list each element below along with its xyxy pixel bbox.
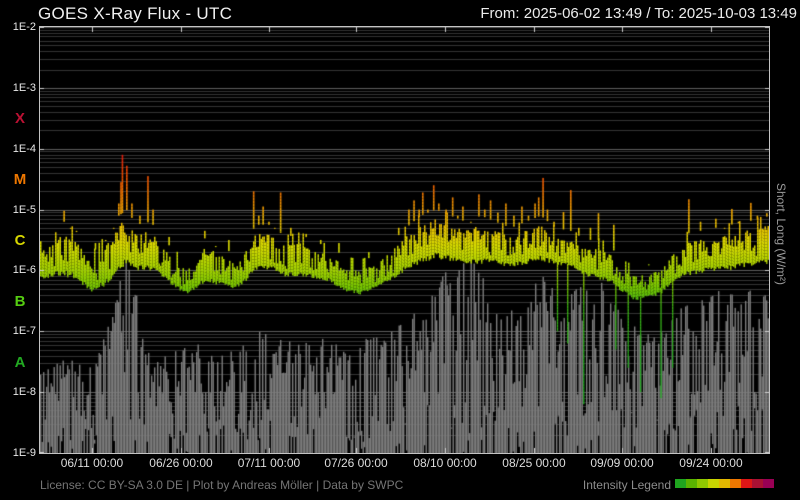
intensity-legend-bar <box>675 479 774 488</box>
x-tick-label: 06/26 00:00 <box>149 456 213 470</box>
legend-swatch <box>719 479 730 488</box>
x-tick-label: 06/11 00:00 <box>60 456 124 470</box>
flare-class-C: C <box>14 232 26 249</box>
legend-swatch <box>686 479 697 488</box>
x-tick-label: 08/25 00:00 <box>502 456 566 470</box>
y-tick-label: 1E-3 <box>12 81 36 94</box>
plot-frame <box>39 26 770 454</box>
x-tick-label: 07/26 00:00 <box>324 456 388 470</box>
y-tick-label: 1E-8 <box>12 386 36 399</box>
legend-swatch <box>708 479 719 488</box>
flare-class-X: X <box>14 110 25 128</box>
y-tick-label: 1E-2 <box>12 21 36 33</box>
chart-canvas <box>40 27 769 453</box>
legend-swatch <box>752 479 763 488</box>
x-tick-label: 09/24 00:00 <box>679 456 743 470</box>
legend-swatch <box>697 479 708 488</box>
x-tick-label: 09/09 00:00 <box>590 456 654 470</box>
intensity-legend-label: Intensity Legend <box>582 478 671 492</box>
y-tick-label: 1E-9 <box>12 447 36 459</box>
right-axis-label: Short, Long (W/m²) <box>774 183 788 286</box>
license-text: License: CC BY-SA 3.0 DE | Plot by Andre… <box>40 478 404 492</box>
legend-swatch <box>741 479 752 488</box>
y-tick-label: 1E-6 <box>12 264 36 277</box>
y-tick-label: 1E-5 <box>12 203 36 216</box>
x-tick-label: 07/11 00:00 <box>237 456 301 470</box>
legend-swatch <box>675 479 686 488</box>
y-tick-label: 1E-7 <box>12 325 36 338</box>
y-tick-label: 1E-4 <box>12 142 36 155</box>
legend-swatch <box>763 479 774 488</box>
flare-class-M: M <box>13 171 27 189</box>
page-title: GOES X-Ray Flux - UTC <box>38 4 233 23</box>
legend-swatch <box>730 479 741 488</box>
flare-class-A: A <box>14 353 26 371</box>
x-tick-label: 08/10 00:00 <box>413 456 477 470</box>
flare-class-B: B <box>14 292 26 310</box>
date-range-label: From: 2025-06-02 13:49 / To: 2025-10-03 … <box>480 5 797 22</box>
